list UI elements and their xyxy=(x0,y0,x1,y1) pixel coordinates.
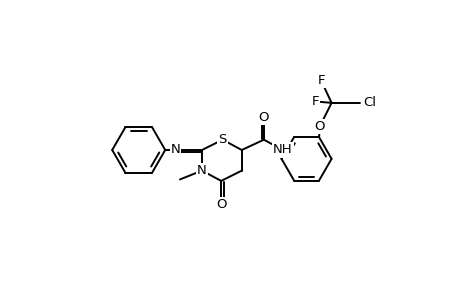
Text: S: S xyxy=(218,133,226,146)
Text: Cl: Cl xyxy=(362,96,375,110)
Text: NH: NH xyxy=(273,143,292,157)
Text: O: O xyxy=(258,111,269,124)
Text: N: N xyxy=(197,164,207,177)
Text: O: O xyxy=(215,198,226,211)
Text: O: O xyxy=(314,120,325,133)
Text: F: F xyxy=(317,74,325,87)
Text: N: N xyxy=(170,143,180,157)
Text: F: F xyxy=(311,95,319,108)
